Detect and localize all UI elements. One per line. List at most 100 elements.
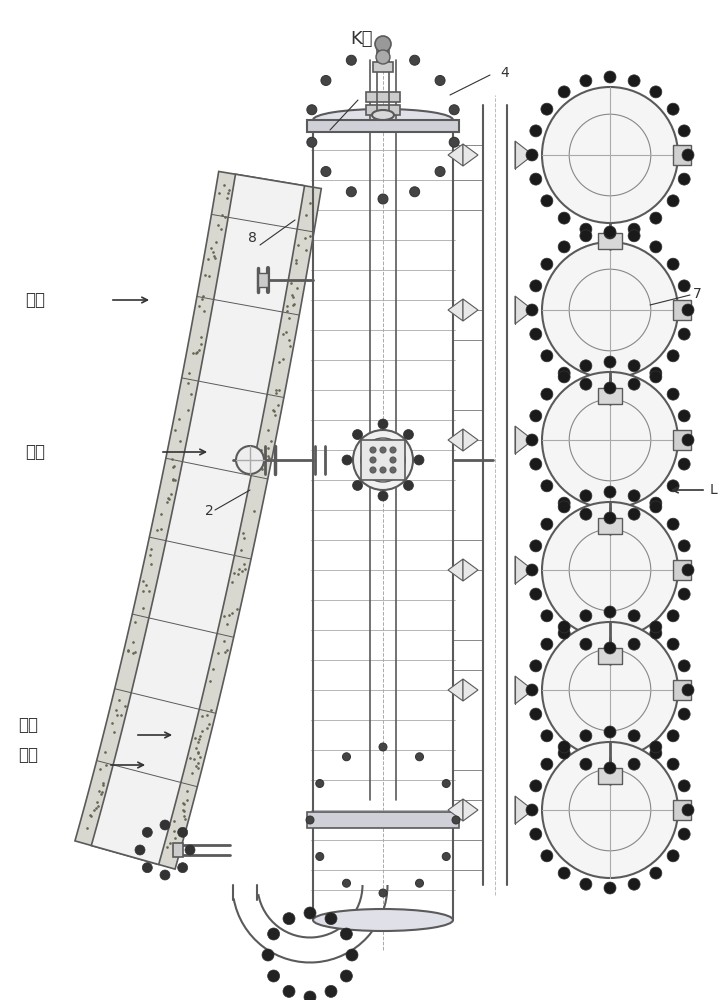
Circle shape bbox=[541, 610, 553, 622]
Circle shape bbox=[678, 280, 690, 292]
Circle shape bbox=[678, 125, 690, 137]
Circle shape bbox=[604, 512, 616, 524]
Ellipse shape bbox=[313, 109, 453, 131]
Circle shape bbox=[628, 638, 640, 650]
Circle shape bbox=[409, 55, 419, 65]
Circle shape bbox=[682, 564, 694, 576]
Circle shape bbox=[558, 741, 570, 753]
Circle shape bbox=[678, 458, 690, 470]
Circle shape bbox=[667, 103, 679, 115]
Circle shape bbox=[628, 758, 640, 770]
Circle shape bbox=[342, 753, 350, 761]
Text: 1: 1 bbox=[320, 114, 329, 128]
Polygon shape bbox=[448, 799, 463, 821]
Circle shape bbox=[178, 863, 188, 873]
Circle shape bbox=[650, 621, 662, 633]
Bar bbox=[307, 812, 459, 828]
Circle shape bbox=[321, 75, 331, 85]
Circle shape bbox=[304, 907, 316, 919]
Circle shape bbox=[604, 356, 616, 368]
Circle shape bbox=[678, 173, 690, 185]
Polygon shape bbox=[515, 141, 533, 169]
Text: 出油: 出油 bbox=[25, 291, 45, 309]
Bar bbox=[258, 273, 268, 287]
Circle shape bbox=[449, 137, 459, 147]
Circle shape bbox=[346, 949, 358, 961]
Polygon shape bbox=[75, 171, 321, 869]
Circle shape bbox=[558, 867, 570, 879]
Circle shape bbox=[628, 223, 640, 235]
Bar bbox=[598, 648, 622, 664]
Polygon shape bbox=[463, 299, 478, 321]
Circle shape bbox=[347, 187, 357, 197]
Circle shape bbox=[682, 149, 694, 161]
Circle shape bbox=[667, 610, 679, 622]
Circle shape bbox=[580, 730, 592, 742]
Circle shape bbox=[541, 638, 553, 650]
Circle shape bbox=[442, 780, 451, 788]
Circle shape bbox=[667, 730, 679, 742]
Circle shape bbox=[667, 758, 679, 770]
Bar bbox=[377, 48, 389, 68]
Circle shape bbox=[580, 75, 592, 87]
Circle shape bbox=[530, 125, 542, 137]
Circle shape bbox=[325, 913, 337, 925]
Circle shape bbox=[541, 730, 553, 742]
Circle shape bbox=[526, 434, 538, 446]
Circle shape bbox=[580, 490, 592, 502]
Polygon shape bbox=[463, 799, 478, 821]
Circle shape bbox=[558, 241, 570, 253]
Circle shape bbox=[604, 486, 616, 498]
Bar bbox=[366, 105, 400, 115]
Circle shape bbox=[580, 223, 592, 235]
Circle shape bbox=[650, 367, 662, 379]
Circle shape bbox=[304, 991, 316, 1000]
Circle shape bbox=[541, 388, 553, 400]
Circle shape bbox=[580, 638, 592, 650]
Circle shape bbox=[678, 410, 690, 422]
Circle shape bbox=[667, 258, 679, 270]
Circle shape bbox=[558, 497, 570, 509]
Polygon shape bbox=[463, 144, 478, 166]
Circle shape bbox=[542, 502, 678, 638]
Circle shape bbox=[404, 480, 414, 490]
Bar bbox=[673, 680, 691, 700]
Circle shape bbox=[604, 726, 616, 738]
Circle shape bbox=[307, 105, 317, 115]
Circle shape bbox=[409, 187, 419, 197]
Circle shape bbox=[541, 350, 553, 362]
Circle shape bbox=[530, 280, 542, 292]
Circle shape bbox=[667, 350, 679, 362]
Text: 2: 2 bbox=[205, 504, 214, 518]
Circle shape bbox=[558, 747, 570, 759]
Circle shape bbox=[580, 360, 592, 372]
Circle shape bbox=[580, 878, 592, 890]
Polygon shape bbox=[463, 429, 478, 451]
Circle shape bbox=[650, 371, 662, 383]
Circle shape bbox=[667, 388, 679, 400]
Circle shape bbox=[342, 455, 352, 465]
Circle shape bbox=[667, 195, 679, 207]
Circle shape bbox=[376, 50, 390, 64]
Circle shape bbox=[580, 758, 592, 770]
Polygon shape bbox=[463, 559, 478, 581]
Circle shape bbox=[530, 660, 542, 672]
Circle shape bbox=[306, 816, 314, 824]
Circle shape bbox=[542, 622, 678, 758]
Circle shape bbox=[678, 708, 690, 720]
Circle shape bbox=[604, 71, 616, 83]
Polygon shape bbox=[515, 426, 533, 454]
Circle shape bbox=[160, 820, 170, 830]
Circle shape bbox=[160, 870, 170, 880]
Circle shape bbox=[604, 762, 616, 774]
Polygon shape bbox=[91, 174, 305, 865]
Circle shape bbox=[541, 758, 553, 770]
Circle shape bbox=[628, 508, 640, 520]
Bar bbox=[366, 92, 400, 102]
Circle shape bbox=[390, 467, 396, 473]
Circle shape bbox=[604, 382, 616, 394]
Circle shape bbox=[352, 430, 362, 440]
Circle shape bbox=[650, 86, 662, 98]
Circle shape bbox=[667, 638, 679, 650]
Text: 8: 8 bbox=[248, 231, 257, 245]
